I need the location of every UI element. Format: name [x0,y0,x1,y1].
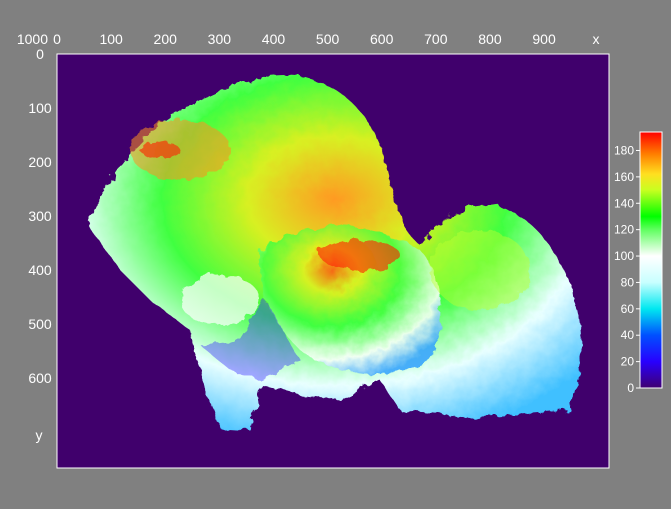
x-tick-label: 800 [478,31,502,47]
colorbar-tick-label: 140 [614,196,634,210]
colorbar-tick-label: 180 [614,143,634,157]
y-axis-label: y [36,427,43,443]
colorbar-tick-label: 120 [614,223,634,237]
y-tick-label: 100 [28,100,52,116]
y-tick-label: 500 [28,316,52,332]
colorbar-tick-label: 160 [614,170,634,184]
y-tick-label: 200 [28,154,52,170]
y-tick-label: 0 [36,46,44,62]
colorbar-tick-label: 60 [621,302,635,316]
comet-image [88,75,582,430]
y-tick-label: 600 [28,370,52,386]
x-tick-label: 300 [208,31,232,47]
colorbar: 0 20 40 60 80 100 120 140 160 180 [614,131,663,395]
x-tick-label: 200 [154,31,178,47]
x-tick-label: 400 [262,31,286,47]
overlapping-x-label: 1000 [17,31,48,47]
colorbar-tick-label: 20 [621,355,635,369]
x-tick-label: 500 [316,31,340,47]
x-tick-label: 100 [99,31,123,47]
colorbar-tick-label: 40 [621,328,635,342]
x-tick-label: 900 [532,31,556,47]
x-tick-label: 600 [370,31,394,47]
x-tick-label: 700 [424,31,448,47]
y-tick-label: 400 [28,262,52,278]
colorbar-scale [639,131,663,389]
x-axis-label: x [593,31,600,47]
colorbar-tick-label: 100 [614,249,634,263]
colorbar-tick-label: 0 [627,381,634,395]
y-tick-label: 300 [28,208,52,224]
x-tick-label: 0 [53,31,61,47]
colorbar-tick-label: 80 [621,275,635,289]
